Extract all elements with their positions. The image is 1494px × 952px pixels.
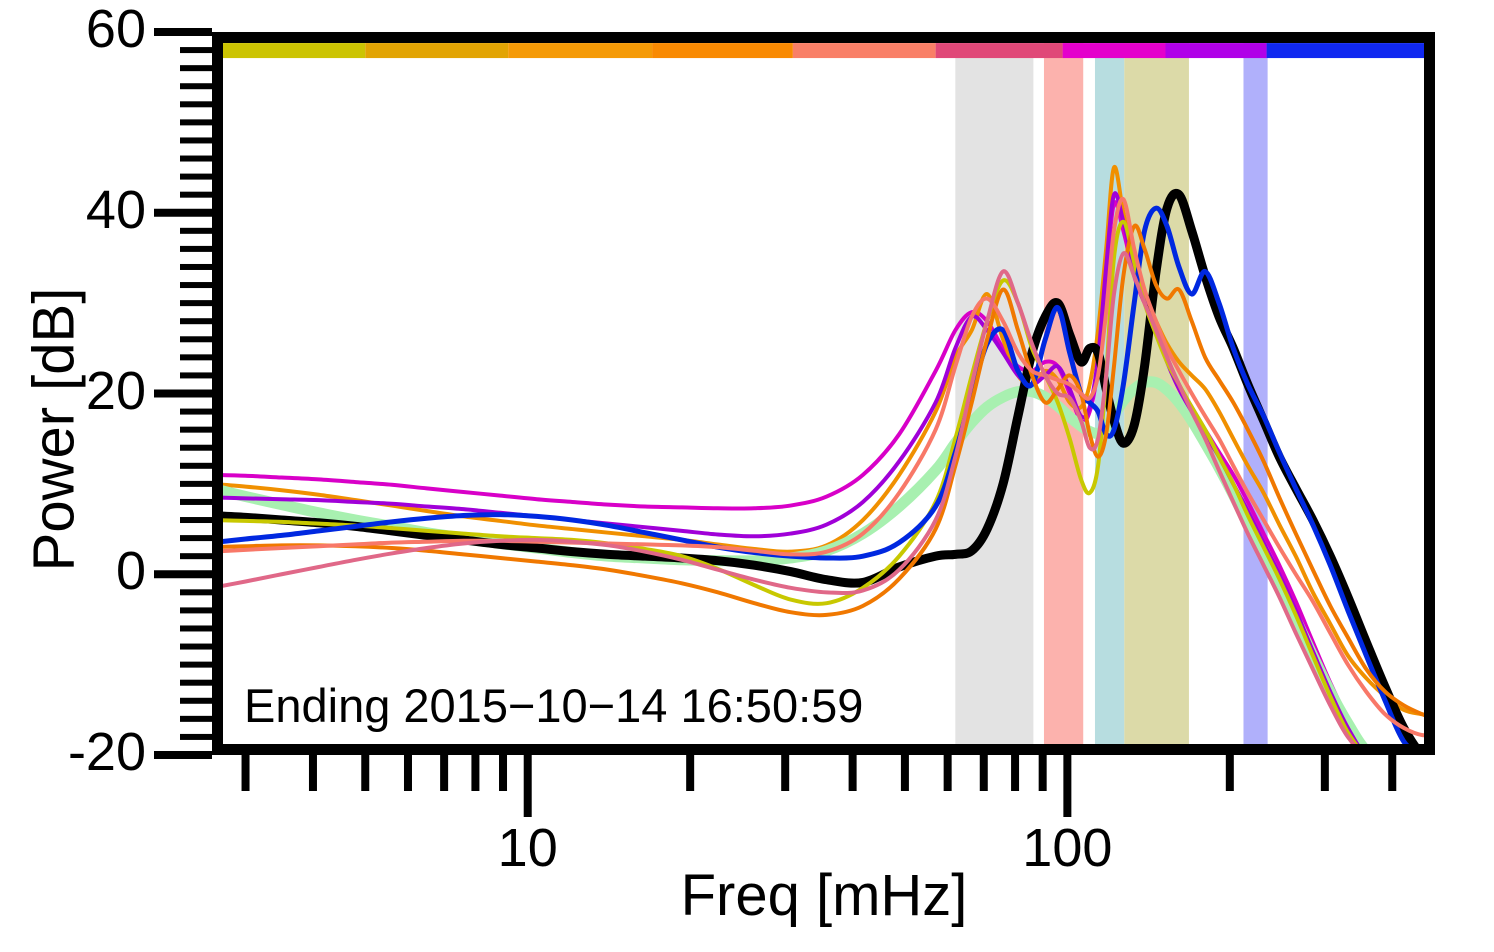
y-minor-tick xyxy=(180,191,212,198)
x-minor-tick xyxy=(900,755,909,791)
y-minor-tick xyxy=(180,517,212,524)
y-minor-tick xyxy=(180,661,212,668)
y-minor-tick xyxy=(180,733,212,740)
y-minor-tick xyxy=(180,480,212,487)
y-minor-tick xyxy=(180,426,212,433)
segment-purple xyxy=(1165,43,1267,59)
y-minor-tick xyxy=(180,715,212,722)
plot-frame-edge-2 xyxy=(212,32,223,755)
y-minor-tick xyxy=(180,137,212,144)
y-minor-tick xyxy=(180,643,212,650)
x-minor-tick xyxy=(1011,755,1020,791)
y-minor-tick xyxy=(180,65,212,72)
y-minor-tick xyxy=(180,209,212,216)
segment-blue xyxy=(1266,43,1435,59)
x-tick-label: 10 xyxy=(497,818,558,878)
x-minor-tick xyxy=(361,755,370,791)
x-minor-tick xyxy=(499,755,508,791)
ending-timestamp-annotation: Ending 2015−10−14 16:50:59 xyxy=(244,679,864,732)
x-minor-tick xyxy=(686,755,695,791)
segment-olive xyxy=(212,43,366,59)
y-tick-label: 20 xyxy=(85,360,146,421)
x-minor-tick xyxy=(1320,755,1329,791)
segment-orange-amber xyxy=(508,43,653,59)
y-tick-label: -20 xyxy=(67,722,146,782)
y-tick-label: 40 xyxy=(85,179,146,240)
y-minor-tick xyxy=(180,444,212,451)
x-minor-tick xyxy=(241,755,250,791)
y-minor-tick xyxy=(180,697,212,704)
y-tick-label: 0 xyxy=(115,541,146,602)
x-axis-label: Freq [mHz] xyxy=(680,863,968,928)
y-minor-tick xyxy=(180,571,212,578)
y-minor-tick xyxy=(180,390,212,397)
x-minor-tick xyxy=(440,755,449,791)
trace-orange-dark xyxy=(212,223,1435,721)
y-minor-tick xyxy=(180,607,212,614)
y-minor-tick xyxy=(180,47,212,54)
x-minor-tick xyxy=(781,755,790,791)
segment-crimson-pink xyxy=(935,43,1063,59)
x-minor-tick xyxy=(403,755,412,791)
trace-pink-crimson xyxy=(212,251,1435,755)
segment-gold xyxy=(365,43,509,59)
y-minor-tick xyxy=(180,372,212,379)
y-minor-tick xyxy=(180,462,212,469)
y-minor-tick xyxy=(180,263,212,270)
y-minor-tick xyxy=(180,227,212,234)
y-minor-tick xyxy=(180,336,212,343)
y-minor-tick xyxy=(180,679,212,686)
ticks-group xyxy=(154,28,1397,817)
x-minor-tick xyxy=(1388,755,1397,791)
colorbar-group xyxy=(212,43,1435,59)
segment-magenta xyxy=(1062,43,1166,59)
y-minor-tick xyxy=(180,625,212,632)
plot-frame-edge-3 xyxy=(1424,32,1435,755)
x-minor-tick xyxy=(308,755,317,791)
plot-frame-edge-1 xyxy=(212,744,1435,755)
y-minor-tick xyxy=(180,29,212,35)
x-tick-label: 100 xyxy=(1022,818,1113,878)
y-minor-tick xyxy=(180,752,212,758)
y-minor-tick xyxy=(180,553,212,560)
x-minor-tick xyxy=(1225,755,1234,791)
y-minor-tick xyxy=(180,282,212,289)
y-minor-tick xyxy=(180,498,212,505)
y-minor-tick xyxy=(180,535,212,542)
y-minor-tick xyxy=(180,119,212,126)
y-minor-tick xyxy=(180,589,212,596)
y-tick-label: 60 xyxy=(85,0,146,59)
x-minor-tick xyxy=(1038,755,1047,791)
y-minor-tick xyxy=(180,155,212,162)
y-minor-tick xyxy=(180,173,212,180)
y-minor-tick xyxy=(180,300,212,307)
x-major-tick xyxy=(1063,755,1072,817)
x-minor-tick xyxy=(943,755,952,791)
trace-blue xyxy=(212,205,1435,755)
segment-salmon xyxy=(792,43,936,59)
x-minor-tick xyxy=(979,755,988,791)
y-minor-tick xyxy=(180,101,212,108)
segment-orange-bright xyxy=(652,43,793,59)
y-minor-tick xyxy=(180,408,212,415)
y-minor-tick xyxy=(180,83,212,90)
x-minor-tick xyxy=(471,755,480,791)
axes-group xyxy=(212,32,1435,755)
y-minor-tick xyxy=(180,354,212,361)
series-group xyxy=(212,165,1435,755)
x-minor-tick xyxy=(848,755,857,791)
x-major-tick xyxy=(523,755,532,817)
y-axis-label: Power [dB] xyxy=(21,287,87,572)
y-minor-tick xyxy=(180,245,212,252)
plot-frame-edge-0 xyxy=(212,32,1435,43)
y-minor-tick xyxy=(180,318,212,325)
